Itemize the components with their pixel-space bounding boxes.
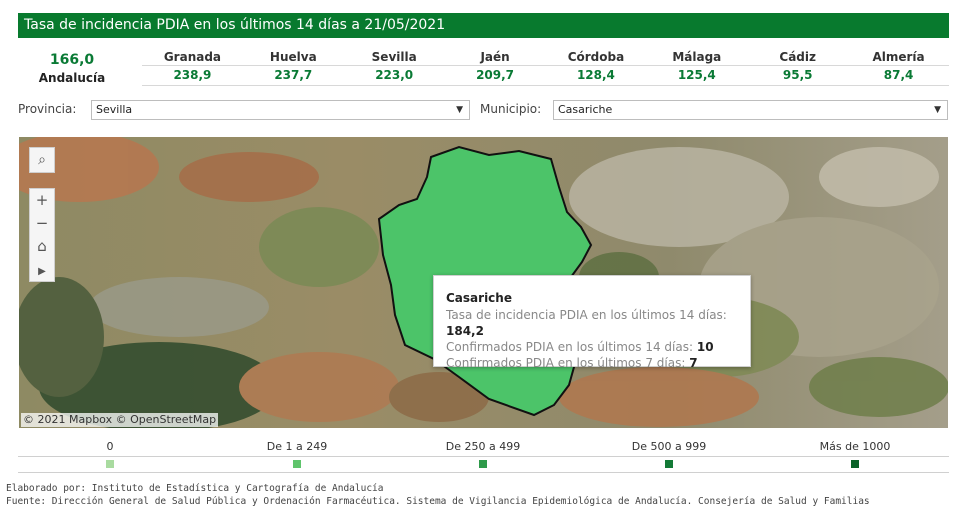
tooltip-value: 10 bbox=[696, 340, 714, 354]
provincia-selected-value: Sevilla bbox=[96, 103, 133, 116]
andalucia-total: 166,0 Andalucía bbox=[18, 46, 126, 87]
legend-item[interactable]: De 1 a 249 bbox=[237, 438, 357, 468]
chevron-down-icon: ▼ bbox=[456, 105, 463, 115]
andalucia-total-label: Andalucía bbox=[38, 71, 106, 85]
legend-swatch bbox=[479, 460, 487, 468]
legend-swatch bbox=[665, 460, 673, 468]
municipio-label: Municipio: bbox=[480, 102, 542, 116]
provincia-select[interactable]: Sevilla ▼ bbox=[91, 100, 470, 120]
municipio-selected-value: Casariche bbox=[558, 103, 613, 116]
tooltip-title: Casariche bbox=[446, 291, 512, 305]
zoom-in-icon: + bbox=[35, 191, 49, 209]
municipio-select[interactable]: Casariche ▼ bbox=[553, 100, 948, 120]
zoom-out-button[interactable]: − bbox=[30, 212, 54, 235]
map-tooltip: Casariche Tasa de incidencia PDIA en los… bbox=[433, 275, 751, 370]
legend-item[interactable]: 0 bbox=[50, 438, 170, 468]
province-name: Granada bbox=[142, 46, 243, 66]
province-value: 87,4 bbox=[848, 66, 949, 86]
tooltip-line: Confirmados PDIA en los últimos 7 días: … bbox=[446, 356, 698, 370]
province-name: Cádiz bbox=[747, 46, 849, 66]
footer: Elaborado por: Instituto de Estadística … bbox=[6, 482, 870, 508]
filter-bar: Provincia: Sevilla ▼ Municipio: Casarich… bbox=[18, 98, 949, 124]
play-icon: ▶ bbox=[38, 266, 46, 277]
province-value: 238,9 bbox=[142, 66, 243, 86]
province-column[interactable]: Granada 238,9 bbox=[142, 46, 243, 88]
province-name: Huelva bbox=[242, 46, 344, 66]
footer-credit: Elaborado por: Instituto de Estadística … bbox=[6, 483, 384, 494]
zoom-out-icon: − bbox=[35, 214, 49, 232]
legend-item[interactable]: De 500 a 999 bbox=[609, 438, 729, 468]
province-name: Sevilla bbox=[343, 46, 445, 66]
legend-item[interactable]: Más de 1000 bbox=[795, 438, 915, 468]
province-column[interactable]: Cádiz 95,5 bbox=[747, 46, 849, 88]
legend-label: Más de 1000 bbox=[819, 440, 891, 453]
map-attribution[interactable]: © 2021 Mapbox © OpenStreetMap bbox=[21, 413, 219, 427]
legend-label: De 250 a 499 bbox=[445, 440, 521, 453]
province-value: 209,7 bbox=[444, 66, 546, 86]
province-column[interactable]: Málaga 125,4 bbox=[646, 46, 748, 88]
home-icon: ⌂ bbox=[37, 237, 47, 255]
province-name: Almería bbox=[848, 46, 949, 66]
province-value: 125,4 bbox=[646, 66, 748, 86]
chevron-down-icon: ▼ bbox=[934, 105, 941, 115]
province-value: 128,4 bbox=[545, 66, 647, 86]
tooltip-line: Tasa de incidencia PDIA en los últimos 1… bbox=[446, 308, 727, 338]
legend-swatch bbox=[106, 460, 114, 468]
home-button[interactable]: ⌂ bbox=[30, 235, 54, 258]
province-column[interactable]: Sevilla 223,0 bbox=[343, 46, 445, 88]
province-table: Granada 238,9 Huelva 237,7 Sevilla 223,0… bbox=[142, 46, 949, 88]
province-column[interactable]: Almería 87,4 bbox=[848, 46, 949, 88]
province-value: 223,0 bbox=[343, 66, 445, 86]
legend-label: De 500 a 999 bbox=[631, 440, 707, 453]
map-control-group: + − ⌂ ▶ bbox=[29, 188, 55, 282]
search-icon: ⌕ bbox=[38, 152, 46, 168]
terrain-patches bbox=[19, 137, 948, 428]
legend-divider bbox=[18, 456, 949, 457]
provincia-label: Provincia: bbox=[18, 102, 77, 116]
legend-swatch bbox=[851, 460, 859, 468]
province-column[interactable]: Huelva 237,7 bbox=[242, 46, 344, 88]
province-name: Málaga bbox=[646, 46, 748, 66]
play-button[interactable]: ▶ bbox=[30, 258, 54, 281]
legend-divider bbox=[18, 472, 949, 473]
map-legend: 0 De 1 a 249 De 250 a 499 De 500 a 999 M… bbox=[18, 438, 949, 474]
tooltip-line: Confirmados PDIA en los últimos 14 días:… bbox=[446, 340, 714, 354]
province-name: Jaén bbox=[444, 46, 546, 66]
province-column[interactable]: Jaén 209,7 bbox=[444, 46, 546, 88]
province-value: 237,7 bbox=[242, 66, 344, 86]
map-search-button[interactable]: ⌕ bbox=[29, 147, 55, 173]
province-column[interactable]: Córdoba 128,4 bbox=[545, 46, 647, 88]
legend-label: De 1 a 249 bbox=[266, 440, 328, 453]
province-value: 95,5 bbox=[747, 66, 849, 86]
footer-source: Fuente: Dirección General de Salud Públi… bbox=[6, 496, 870, 507]
zoom-in-button[interactable]: + bbox=[30, 189, 54, 212]
stats-panel: 166,0 Andalucía Granada 238,9 Huelva 237… bbox=[18, 46, 949, 88]
andalucia-total-value: 166,0 bbox=[49, 52, 95, 68]
page-title: Tasa de incidencia PDIA en los últimos 1… bbox=[18, 13, 949, 38]
tooltip-value: 184,2 bbox=[446, 324, 484, 338]
legend-item[interactable]: De 250 a 499 bbox=[423, 438, 543, 468]
tooltip-value: 7 bbox=[689, 356, 698, 370]
province-name: Córdoba bbox=[545, 46, 647, 66]
legend-label: 0 bbox=[106, 440, 114, 453]
legend-swatch bbox=[293, 460, 301, 468]
